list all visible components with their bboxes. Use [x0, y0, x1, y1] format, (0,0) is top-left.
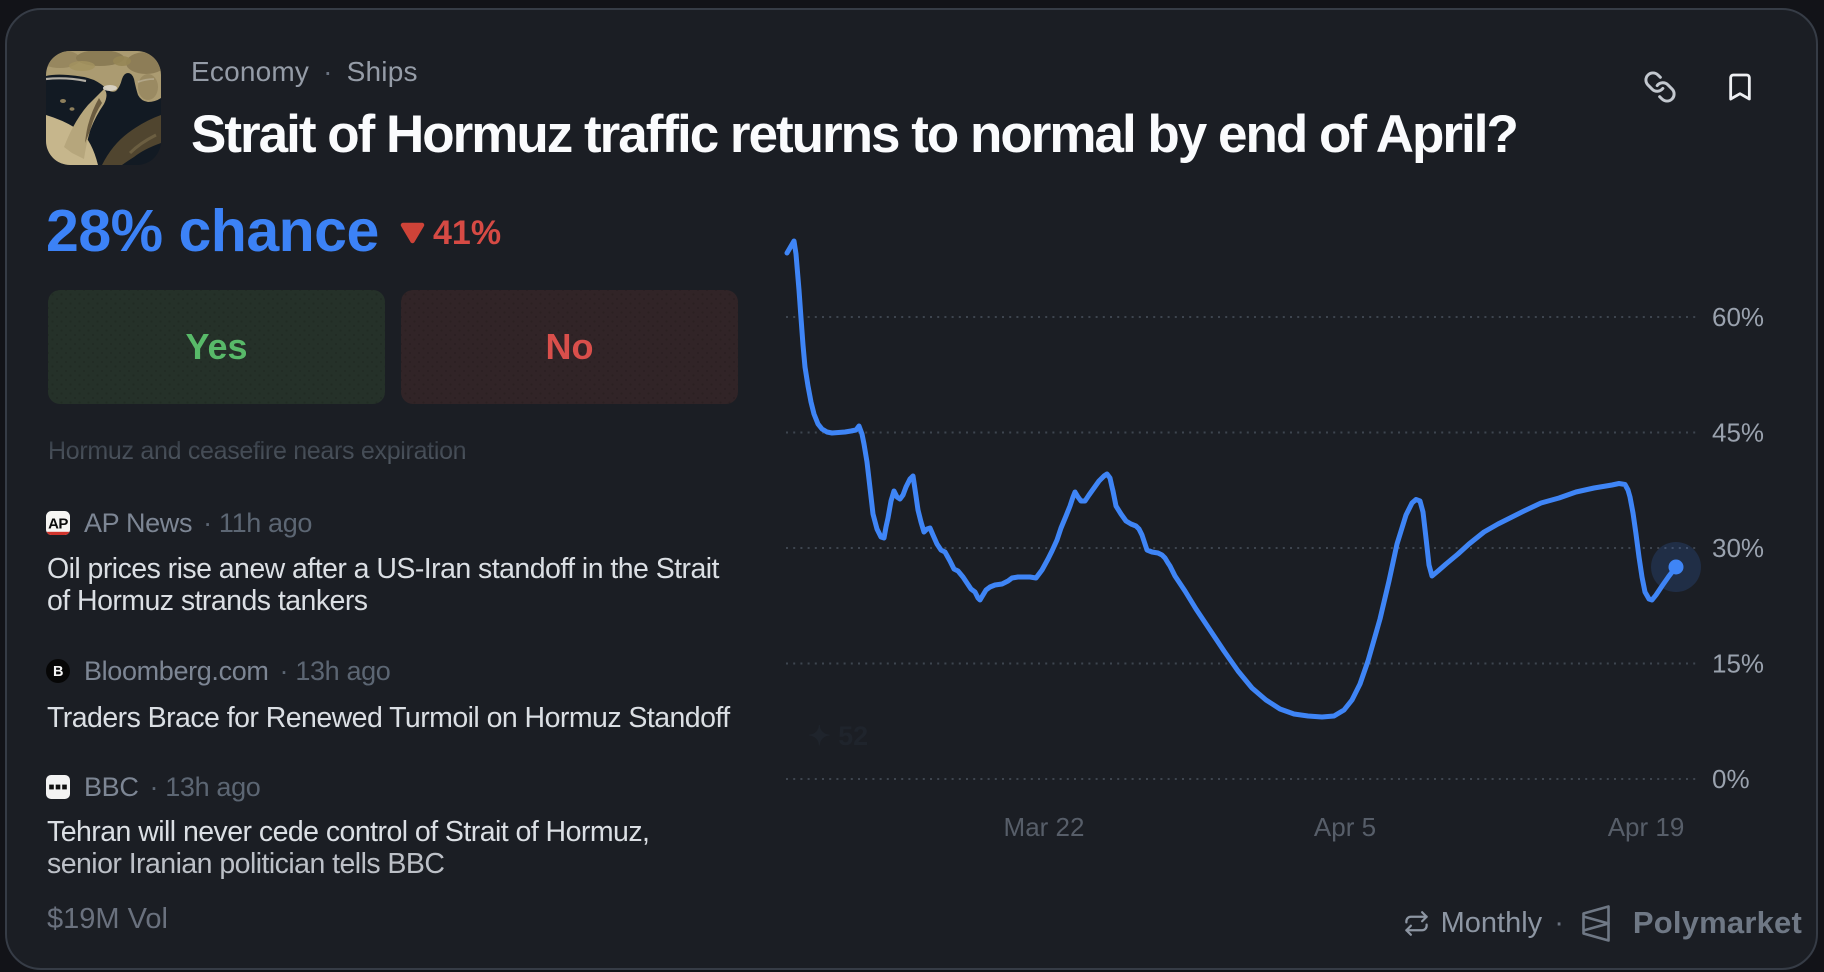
svg-text:15%: 15% — [1712, 649, 1764, 679]
svg-text:Apr 5: Apr 5 — [1314, 812, 1376, 842]
svg-text:45%: 45% — [1712, 418, 1764, 448]
svg-text:AP: AP — [48, 516, 68, 533]
svg-text:Mar 22: Mar 22 — [1004, 812, 1085, 842]
svg-text:Apr 19: Apr 19 — [1608, 812, 1685, 842]
svg-text:60%: 60% — [1712, 302, 1764, 332]
svg-text:B: B — [53, 664, 63, 680]
svg-text:✦ 52: ✦ 52 — [808, 721, 868, 751]
svg-text:30%: 30% — [1712, 533, 1764, 563]
svg-text:0%: 0% — [1712, 764, 1750, 794]
